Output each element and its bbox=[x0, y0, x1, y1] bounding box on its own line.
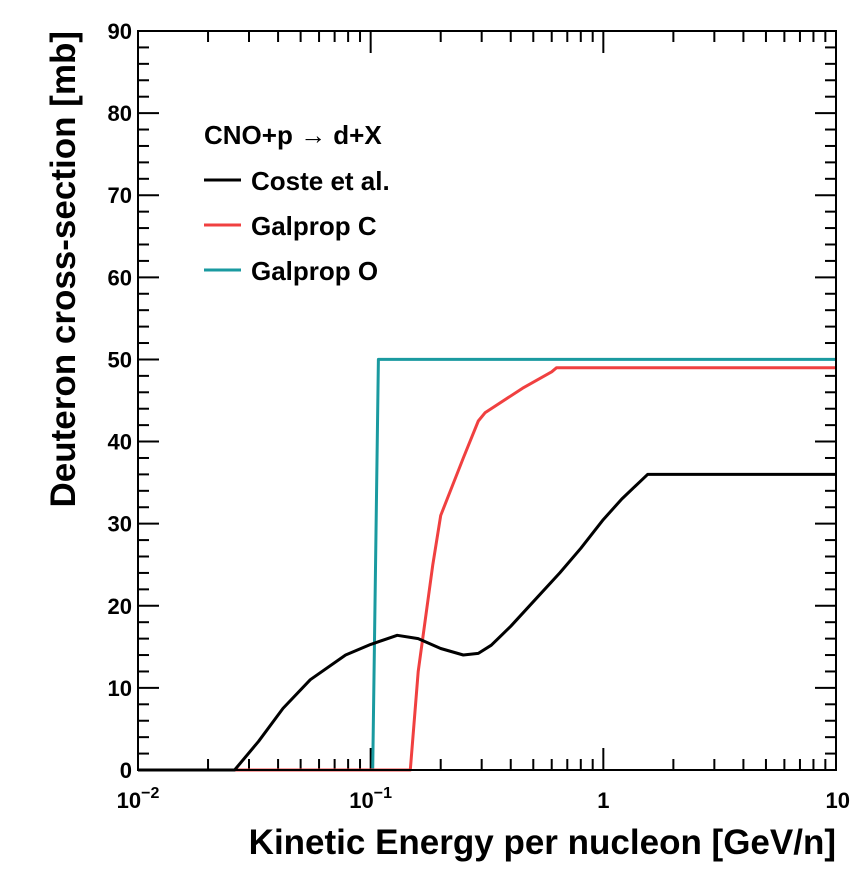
legend-title: CNO+p → d+X bbox=[204, 120, 382, 150]
y-tick-label: 80 bbox=[108, 101, 132, 126]
y-tick-label: 20 bbox=[108, 594, 132, 619]
legend-entry-label: Coste et al. bbox=[251, 166, 390, 196]
y-tick-label: 50 bbox=[108, 347, 132, 372]
series-line-coste-et-al bbox=[138, 472, 836, 772]
y-tick-label: 30 bbox=[108, 512, 132, 537]
y-tick-label: 40 bbox=[108, 430, 132, 455]
plot-frame bbox=[137, 30, 837, 771]
legend-entry-label: Galprop C bbox=[251, 211, 377, 241]
x-tick-label: 1 bbox=[597, 788, 609, 813]
series-line-galprop-o bbox=[138, 357, 836, 772]
x-axis-title: Kinetic Energy per nucleon [GeV/n] bbox=[249, 823, 836, 862]
x-tick-label: 10−2 bbox=[117, 785, 160, 813]
y-axis-title: Deuteron cross-section [mb] bbox=[44, 31, 83, 507]
x-tick-label: 10−1 bbox=[349, 785, 392, 813]
y-tick-label: 0 bbox=[120, 758, 132, 783]
series-layer bbox=[138, 357, 836, 772]
axis-ticks bbox=[137, 30, 837, 771]
series-line-galprop-c bbox=[138, 366, 836, 772]
legend-entry-label: Galprop O bbox=[251, 256, 378, 286]
x-tick-label: 10 bbox=[826, 788, 850, 813]
y-tick-label: 70 bbox=[108, 183, 132, 208]
legend: CNO+p → d+X Coste et al. Galprop C Galprop… bbox=[204, 120, 390, 286]
y-tick-label: 10 bbox=[108, 676, 132, 701]
y-tick-label: 60 bbox=[108, 265, 132, 290]
axis-tick-labels: 0 10 20 30 40 50 60 70 80 90 10−2 10−1 1 10 bbox=[108, 19, 850, 813]
y-tick-label: 90 bbox=[108, 19, 132, 44]
